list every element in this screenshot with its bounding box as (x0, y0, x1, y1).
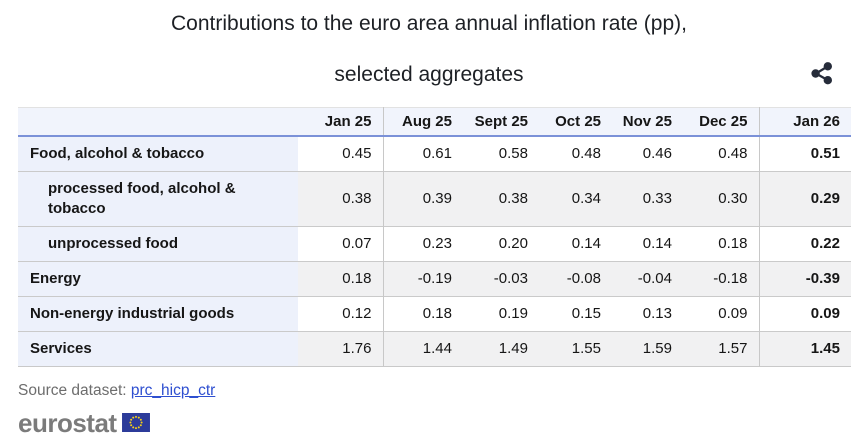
eu-flag-icon (121, 413, 150, 432)
row-label: processed food, alcohol & tobacco (18, 171, 298, 226)
table-cell: 1.55 (539, 331, 612, 366)
table-cell: 0.14 (539, 226, 612, 261)
table-cell: 1.76 (298, 331, 384, 366)
column-header-jan26: Jan 26 (759, 107, 851, 136)
table-cell: 1.45 (759, 331, 851, 366)
table-cell: 1.49 (463, 331, 539, 366)
table-cell: 0.13 (612, 296, 683, 331)
table-cell: -0.18 (683, 261, 760, 296)
table-cell: 0.46 (612, 135, 683, 171)
row-label: Energy (18, 261, 298, 296)
title-line-2: selected aggregates (334, 63, 524, 86)
table-cell: 0.39 (383, 171, 463, 226)
source-dataset-row: Source dataset: prc_hicp_ctr (18, 382, 858, 400)
table-cell: -0.03 (463, 261, 539, 296)
table-cell: 0.48 (539, 135, 612, 171)
table-cell: -0.39 (759, 261, 851, 296)
row-label: Food, alcohol & tobacco (18, 135, 298, 171)
row-label: Services (18, 331, 298, 366)
header-row: Jan 25 Aug 25 Sept 25 Oct 25 Nov 25 Dec … (18, 107, 851, 136)
eurostat-logo-text: eurostat (18, 407, 117, 438)
table-cell: -0.19 (383, 261, 463, 296)
table-cell: 0.18 (298, 261, 384, 296)
page-title: Contributions to the euro area annual in… (0, 0, 858, 86)
inflation-table: Jan 25 Aug 25 Sept 25 Oct 25 Nov 25 Dec … (18, 107, 858, 367)
table-cell: 0.30 (683, 171, 760, 226)
table-row-processed-food: processed food, alcohol & tobacco 0.38 0… (18, 171, 851, 226)
table-cell: 0.18 (683, 226, 760, 261)
row-label: Non-energy industrial goods (18, 296, 298, 331)
title-line-1: Contributions to the euro area annual in… (171, 12, 687, 35)
table-cell: -0.08 (539, 261, 612, 296)
source-dataset-link[interactable]: prc_hicp_ctr (130, 381, 216, 399)
column-header-jan25: Jan 25 (298, 107, 384, 136)
table-cell: 0.45 (298, 135, 384, 171)
table-cell: 0.09 (759, 296, 851, 331)
table-cell: -0.04 (612, 261, 683, 296)
table-cell: 0.14 (612, 226, 683, 261)
share-icon (810, 61, 836, 85)
table-row-food: Food, alcohol & tobacco 0.45 0.61 0.58 0… (18, 135, 851, 171)
table-row-services: Services 1.76 1.44 1.49 1.55 1.59 1.57 1… (18, 331, 851, 366)
row-label: unprocessed food (18, 226, 298, 261)
table-row-unprocessed-food: unprocessed food 0.07 0.23 0.20 0.14 0.1… (18, 226, 851, 261)
column-header-oct25: Oct 25 (539, 107, 612, 136)
table-cell: 1.57 (683, 331, 760, 366)
table-row-energy: Energy 0.18 -0.19 -0.03 -0.08 -0.04 -0.1… (18, 261, 851, 296)
table-cell: 1.44 (383, 331, 463, 366)
table-cell: 0.20 (463, 226, 539, 261)
table-cell: 0.12 (298, 296, 384, 331)
table-cell: 0.61 (383, 135, 463, 171)
column-header-sept25: Sept 25 (463, 107, 539, 136)
table-cell: 0.48 (683, 135, 760, 171)
table-cell: 1.59 (612, 331, 683, 366)
table-cell: 0.22 (759, 226, 851, 261)
column-header-nov25: Nov 25 (612, 107, 683, 136)
corner-header (18, 107, 298, 136)
table-cell: 0.23 (383, 226, 463, 261)
table-cell: 0.34 (539, 171, 612, 226)
table-cell: 0.33 (612, 171, 683, 226)
table-cell: 0.09 (683, 296, 760, 331)
column-header-aug25: Aug 25 (383, 107, 463, 136)
share-button[interactable] (810, 60, 836, 86)
column-header-dec25: Dec 25 (683, 107, 760, 136)
eurostat-logo: eurostat (18, 410, 858, 436)
table-cell: 0.51 (759, 135, 851, 171)
table-cell: 0.29 (759, 171, 851, 226)
table-cell: 0.15 (539, 296, 612, 331)
table-cell: 0.07 (298, 226, 384, 261)
table-cell: 0.19 (463, 296, 539, 331)
table-cell: 0.18 (383, 296, 463, 331)
table-cell: 0.38 (463, 171, 539, 226)
table-row-non-energy-goods: Non-energy industrial goods 0.12 0.18 0.… (18, 296, 851, 331)
source-dataset-label: Source dataset: (18, 381, 127, 399)
table-cell: 0.58 (463, 135, 539, 171)
table-cell: 0.38 (298, 171, 384, 226)
